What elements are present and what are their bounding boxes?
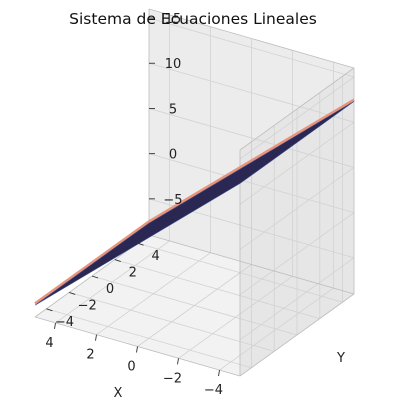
z-gridline (239, 167, 355, 250)
x-tick-label: 4 (45, 336, 53, 351)
x-tick-label: 0 (127, 360, 135, 375)
z-tick-label: 5 (169, 102, 177, 117)
surface-plane (34, 101, 355, 306)
x-tick (95, 334, 97, 341)
surfaces (34, 98, 355, 306)
y-tick-label: 0 (106, 282, 114, 297)
z-gridline (239, 257, 355, 341)
y-tick-label: 4 (151, 249, 159, 264)
y-tick-label: −2 (78, 298, 97, 313)
y-tick (46, 308, 53, 312)
z-gridline (239, 212, 355, 295)
y-tick (69, 291, 76, 295)
y-tick (91, 275, 99, 279)
z-gridline (148, 153, 355, 214)
y-tick (114, 259, 121, 263)
pane-edge (148, 8, 355, 69)
pane-edge (239, 67, 355, 151)
z-gridline (148, 108, 355, 168)
y-tick-label: 2 (129, 266, 137, 281)
pane-edge (239, 293, 355, 377)
z-gridline (148, 62, 355, 123)
x-tick (177, 358, 179, 365)
y-gridline (46, 308, 252, 369)
z-tick-label: 10 (165, 57, 182, 72)
x-tick (218, 370, 220, 377)
x-tick-label: 2 (86, 348, 94, 363)
x-tick-label: −4 (204, 383, 223, 398)
x-axis-label: X (114, 386, 123, 401)
z-gridline (148, 17, 355, 78)
x-tick (136, 346, 138, 353)
x-tick (54, 322, 56, 329)
z-tick-label: 15 (165, 12, 182, 27)
y-gridline (91, 275, 298, 336)
z-tick-label: 0 (169, 148, 177, 163)
z-tick-label: −5 (163, 193, 182, 208)
chart-title: Sistema de Ecuaciones Lineales (69, 10, 317, 28)
x-tick-label: −2 (163, 371, 182, 386)
y-tick-label: −4 (55, 315, 74, 330)
pane-edge (148, 234, 355, 295)
z-gridline (239, 121, 355, 205)
y-axis-label: Y (336, 351, 345, 366)
y-tick (137, 242, 144, 246)
axes-panes (35, 9, 354, 376)
z-gridline (239, 76, 355, 160)
tick-marks (46, 17, 220, 377)
y-gridline (114, 259, 320, 319)
